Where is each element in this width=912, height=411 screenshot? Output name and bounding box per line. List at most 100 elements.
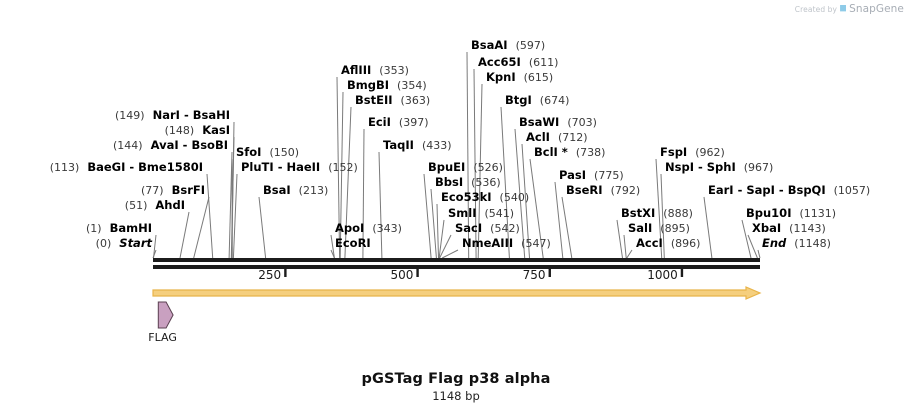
- ruler-tick-500: [416, 269, 419, 277]
- leader-line-acc65i: [473, 68, 477, 259]
- leader-line-pluti: [232, 173, 238, 259]
- enzyme-label-sfoi[interactable]: SfoI (150): [236, 145, 300, 160]
- enzyme-label-aflii[interactable]: AflIII (353): [341, 63, 409, 78]
- enzyme-label-bsawi[interactable]: BsaWI (703): [519, 115, 597, 130]
- leader-line-pasi: [554, 181, 564, 259]
- enzyme-label-avai[interactable]: (144) AvaI - BsoBI: [113, 138, 228, 153]
- leader-line-aflii: [336, 76, 341, 259]
- enzyme-label-acc65i[interactable]: Acc65I (611): [478, 55, 559, 70]
- leader-line-bsrfi: [193, 196, 210, 259]
- leader-line-avai: [228, 151, 233, 259]
- enzyme-label-saci[interactable]: SacI (542): [455, 221, 520, 236]
- enzyme-label-acli[interactable]: AclI (712): [526, 130, 588, 145]
- leader-line-eari: [703, 196, 713, 259]
- ruler-label-250: 250: [258, 268, 281, 282]
- enzyme-label-acci[interactable]: AccI (896): [636, 236, 701, 251]
- backbone-top-strand: [153, 258, 760, 262]
- enzyme-label-nspi[interactable]: NspI - SphI (967): [665, 160, 774, 175]
- enzyme-label-nmeaiii[interactable]: NmeAIII (547): [462, 236, 551, 251]
- leader-line-btgi: [500, 106, 510, 259]
- leader-line-end: [757, 249, 761, 259]
- ruler-label-500: 500: [390, 268, 413, 282]
- enzyme-label-bamhi[interactable]: (1) BamHI: [85, 221, 152, 236]
- leader-line-nspi: [660, 173, 665, 259]
- leader-line-bpu10i: [741, 219, 752, 259]
- enzyme-label-bpu10i[interactable]: Bpu10I (1131): [746, 206, 837, 221]
- enzyme-label-bcli[interactable]: BclI * (738): [534, 145, 606, 160]
- enzyme-label-bbsi[interactable]: BbsI (536): [435, 175, 501, 190]
- leader-line-group: [152, 51, 761, 259]
- leader-line-bsaai: [466, 51, 470, 259]
- feature-arrow-flag[interactable]: [157, 301, 174, 329]
- enzyme-label-nari[interactable]: (149) NarI - BsaHI: [114, 108, 230, 123]
- plasmid-title-block: pGSTag Flag p38 alpha 1148 bp: [0, 371, 912, 403]
- translation-arrow[interactable]: [152, 286, 762, 300]
- enzyme-label-baegi[interactable]: (113) BaeGI - Bme1580I: [49, 160, 203, 175]
- enzyme-label-kpni[interactable]: KpnI (615): [486, 70, 554, 85]
- leader-line-saci: [439, 234, 452, 259]
- translation-track: [152, 286, 762, 300]
- enzyme-label-bsrfi[interactable]: (77) BsrFI: [140, 183, 205, 198]
- leader-line-kpni: [477, 83, 483, 259]
- enzyme-label-smli[interactable]: SmlI (541): [448, 206, 515, 221]
- enzyme-label-ahdi[interactable]: (51) AhdI: [124, 198, 185, 213]
- enzyme-label-taqii[interactable]: TaqII (433): [383, 138, 452, 153]
- enzyme-label-start[interactable]: (0) Start: [95, 236, 152, 251]
- leader-line-bsai: [258, 196, 267, 259]
- enzyme-label-ecii[interactable]: EciI (397): [368, 115, 429, 130]
- plasmid-size-label: 1148 bp: [432, 389, 480, 403]
- leader-line-bmgbi: [339, 91, 344, 259]
- enzyme-label-eari[interactable]: EarI - SapI - BspQI (1057): [708, 183, 871, 198]
- snapgene-watermark: Created by SnapGene: [794, 3, 904, 16]
- enzyme-label-bmgbi[interactable]: BmgBI (354): [347, 78, 427, 93]
- enzyme-label-bsai[interactable]: BsaI (213): [263, 183, 329, 198]
- leader-line-bpuei: [423, 173, 432, 259]
- leader-line-acli: [521, 143, 530, 259]
- enzyme-label-eco53ki[interactable]: Eco53kI (540): [441, 190, 530, 205]
- leader-line-sali: [623, 234, 627, 259]
- enzyme-label-bstxi[interactable]: BstXI (888): [621, 206, 693, 221]
- enzyme-label-pasi[interactable]: PasI (775): [559, 168, 624, 183]
- enzyme-label-bseri[interactable]: BseRI (792): [566, 183, 641, 198]
- backbone-bottom-strand: [153, 265, 760, 269]
- leader-line-ecii: [362, 128, 365, 259]
- ruler-label-1000: 1000: [647, 268, 678, 282]
- leader-line-nmeaiii: [441, 249, 459, 259]
- leader-line-ahdi: [179, 211, 190, 259]
- enzyme-label-btgi[interactable]: BtgI (674): [505, 93, 570, 108]
- leader-line-bseri: [561, 196, 573, 259]
- enzyme-label-xbai[interactable]: XbaI (1143): [752, 221, 826, 236]
- watermark-created-by-label: Created by: [794, 4, 838, 14]
- leader-line-bstxi: [616, 219, 623, 259]
- enzyme-label-end[interactable]: End (1148): [762, 236, 831, 251]
- enzyme-label-apoi[interactable]: ApoI (343): [335, 221, 402, 236]
- watermark-brand-label: SnapGene: [849, 3, 904, 15]
- leader-line-apoi: [330, 234, 335, 259]
- enzyme-label-pluti[interactable]: PluTI - HaeII (152): [241, 160, 358, 175]
- leader-line-xbai: [747, 234, 758, 259]
- leader-line-taqii: [378, 151, 383, 259]
- ruler-label-750: 750: [523, 268, 546, 282]
- ruler-tick-750: [548, 269, 551, 277]
- page-title: pGSTag Flag p38 alpha: [361, 371, 551, 387]
- enzyme-label-bstEII[interactable]: BstEII (363): [355, 93, 431, 108]
- enzyme-label-bpuei[interactable]: BpuEI (526): [428, 160, 503, 175]
- enzyme-label-kasi[interactable]: (148) KasI: [164, 123, 230, 138]
- enzyme-label-ecori[interactable]: EcoRI: [335, 236, 371, 250]
- leader-line-smli: [438, 219, 445, 259]
- ruler-tick-1000: [680, 269, 684, 277]
- enzyme-label-fspi[interactable]: FspI (962): [660, 145, 725, 160]
- feature-label-flag: FLAG: [148, 331, 177, 344]
- leader-line-bstEII: [344, 106, 352, 259]
- ruler-tick-250: [284, 269, 287, 277]
- leader-line-baegi: [206, 173, 214, 259]
- leader-line-acci: [626, 249, 633, 259]
- leader-line-fspi: [655, 158, 663, 259]
- enzyme-label-sali[interactable]: SalI (895): [628, 221, 690, 236]
- snapgene-flag-icon: [840, 4, 847, 16]
- enzyme-label-bsaai[interactable]: BsaAI (597): [471, 38, 546, 53]
- leader-line-bbsi: [430, 188, 437, 259]
- leader-line-eco53ki: [436, 203, 439, 259]
